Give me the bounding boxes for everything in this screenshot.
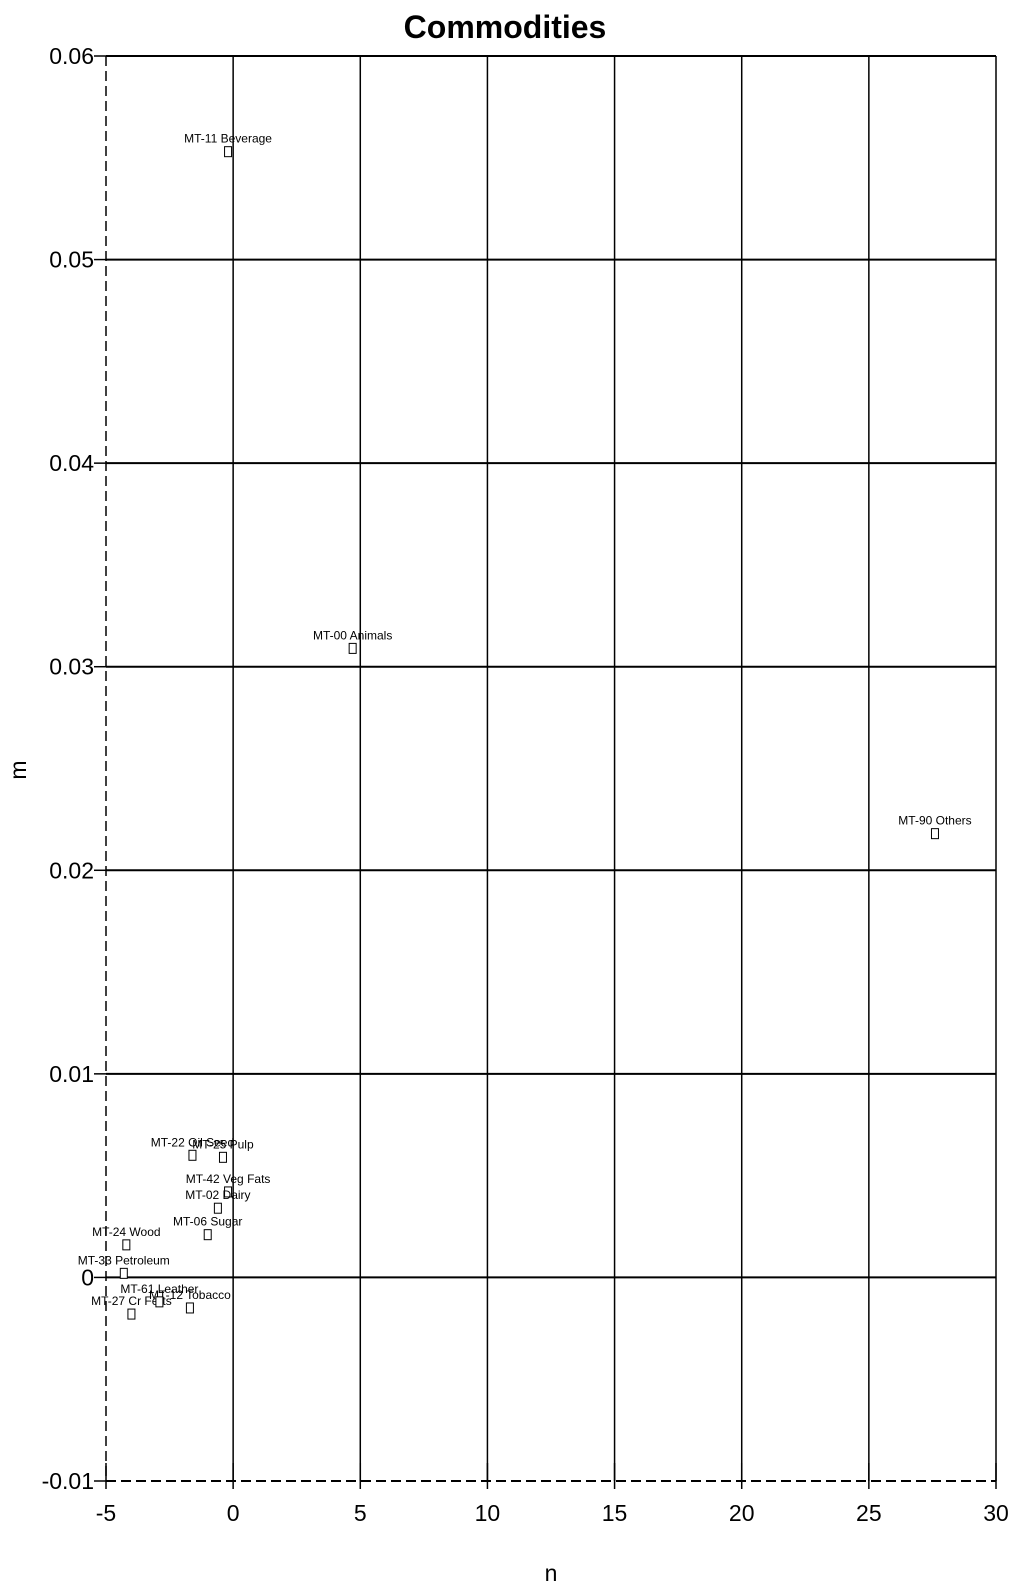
x-tick-label: 25 xyxy=(856,1500,882,1526)
point-marker xyxy=(218,1151,227,1163)
x-tick-label: 15 xyxy=(602,1500,628,1526)
point-label: MT-61 Leather xyxy=(120,1282,198,1296)
point-marker xyxy=(348,642,357,654)
data-point: MT-12 Tobacco xyxy=(149,1288,231,1314)
point-marker xyxy=(122,1239,131,1251)
x-tick-label: 0 xyxy=(227,1500,240,1526)
point-label: MT-27 Cr Ferts xyxy=(91,1294,172,1308)
point-label: MT-22 Oil Seed xyxy=(151,1135,234,1149)
y-tick-label: 0.03 xyxy=(49,654,94,680)
grid xyxy=(106,55,997,1481)
data-point: MT-02 Dairy xyxy=(185,1188,251,1214)
data-point: MT-22 Oil Seed xyxy=(151,1135,234,1161)
point-label: MT-06 Sugar xyxy=(173,1215,242,1229)
point-label: MT-24 Wood xyxy=(92,1225,160,1239)
y-tick-label: 0.01 xyxy=(49,1061,94,1087)
point-marker xyxy=(203,1229,212,1241)
point-marker xyxy=(155,1296,164,1308)
data-point: MT-61 Leather xyxy=(120,1282,198,1308)
data-points: MT-11 Beverage MT-00 Animals MT-90 Others M… xyxy=(78,132,972,1320)
point-label: MT-11 Beverage xyxy=(184,132,272,146)
point-marker xyxy=(185,1302,194,1314)
y-tick-label: 0.02 xyxy=(49,857,94,883)
y-axis-label: m xyxy=(5,760,31,779)
y-tick-label: 0.05 xyxy=(49,247,94,273)
point-label: MT-02 Dairy xyxy=(185,1188,250,1202)
x-tick-label: -5 xyxy=(96,1500,116,1526)
y-tick-label: -0.01 xyxy=(42,1468,94,1494)
data-point: MT-11 Beverage xyxy=(184,132,272,158)
y-tick-labels: 0.06 0.05 0.04 0.03 0.02 0.01 0 -0.01 xyxy=(42,43,95,1494)
x-tick-label: 5 xyxy=(354,1500,367,1526)
y-tick-label: 0.06 xyxy=(49,43,94,69)
point-label: MT-00 Animals xyxy=(313,628,392,642)
point-marker xyxy=(188,1149,197,1161)
x-tick-label: 20 xyxy=(729,1500,755,1526)
point-marker xyxy=(213,1202,222,1214)
x-tick-label: 30 xyxy=(983,1500,1009,1526)
point-label: MT-90 Others xyxy=(898,814,971,828)
y-tick-label: 0 xyxy=(81,1264,94,1290)
chart-title: Commodities xyxy=(404,9,607,45)
data-point: MT-42 Veg Fats xyxy=(186,1172,271,1198)
point-label: MT-33 Petroleum xyxy=(78,1253,170,1267)
data-point: MT-25 Pulp xyxy=(192,1137,254,1163)
point-marker xyxy=(224,146,233,158)
data-point: MT-90 Others xyxy=(898,814,972,840)
x-tick-label: 10 xyxy=(475,1500,501,1526)
x-tick-labels: -5 0 5 10 15 20 25 30 xyxy=(96,1500,1009,1526)
point-marker xyxy=(224,1186,233,1198)
point-label: MT-25 Pulp xyxy=(192,1137,254,1151)
point-marker xyxy=(119,1267,128,1279)
data-point: MT-06 Sugar xyxy=(173,1215,242,1241)
x-axis-label: n xyxy=(545,1560,558,1581)
point-label: MT-42 Veg Fats xyxy=(186,1172,271,1186)
data-point: MT-33 Petroleum xyxy=(78,1253,170,1279)
point-marker xyxy=(930,828,939,840)
data-point: MT-27 Cr Ferts xyxy=(91,1294,172,1320)
y-tick-label: 0.04 xyxy=(49,450,94,476)
point-label: MT-12 Tobacco xyxy=(149,1288,231,1302)
data-point: MT-00 Animals xyxy=(313,628,392,654)
point-marker xyxy=(127,1308,136,1320)
axes xyxy=(94,55,997,1489)
data-point: MT-24 Wood xyxy=(92,1225,161,1251)
